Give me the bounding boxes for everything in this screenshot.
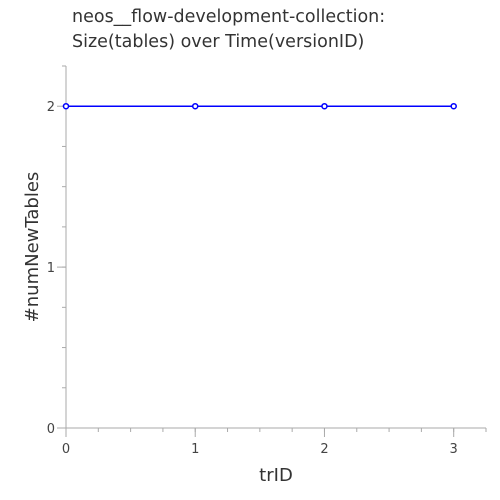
x-axis-label: trID xyxy=(259,465,293,486)
x-tick-label: 1 xyxy=(191,442,199,457)
data-point xyxy=(191,102,199,110)
y-tick-label: 0 xyxy=(47,422,55,437)
data-point xyxy=(450,102,457,110)
data-point xyxy=(62,102,70,110)
y-tick-label: 2 xyxy=(47,100,55,115)
y-axis-label: #numNewTables xyxy=(22,172,43,323)
x-tick-label: 0 xyxy=(62,442,70,457)
ticks: 0 1 2 0 1 2 3 xyxy=(47,65,487,457)
chart-title-line-2: Size(tables) over Time(versionID) xyxy=(72,32,365,52)
axes xyxy=(65,66,486,429)
x-tick-label: 2 xyxy=(320,442,328,457)
x-tick-label: 3 xyxy=(450,442,458,457)
chart-title-line-1: neos__flow-development-collection: xyxy=(72,7,386,27)
series-layer xyxy=(62,102,457,110)
y-tick-label: 1 xyxy=(47,261,55,276)
data-point xyxy=(321,102,328,110)
